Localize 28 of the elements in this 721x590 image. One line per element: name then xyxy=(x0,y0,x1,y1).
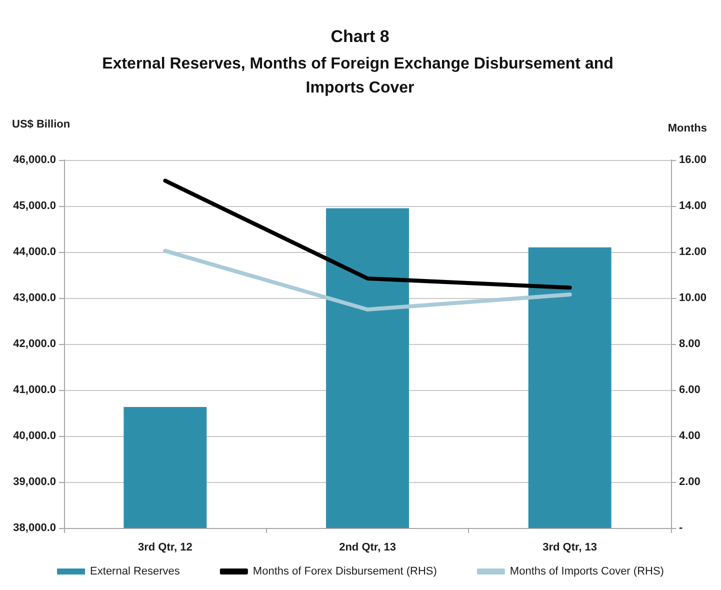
y2-tick-label: 6.00 xyxy=(679,384,700,396)
y-tick-label: 39,000.0 xyxy=(13,476,56,488)
y-axis-title: US$ Billion xyxy=(12,118,70,130)
y-tick-label: 40,000.0 xyxy=(13,430,56,442)
y2-tick-label: - xyxy=(679,522,683,534)
y-tick-label: 41,000.0 xyxy=(13,384,56,396)
y2-axis-title: Months xyxy=(668,122,708,134)
y2-tick-label: 16.00 xyxy=(679,154,707,166)
chart-title: Chart 8 xyxy=(330,27,390,46)
y2-tick-label: 2.00 xyxy=(679,476,700,488)
y2-tick-label: 14.00 xyxy=(679,200,707,212)
y2-tick-label: 10.00 xyxy=(679,292,707,304)
chart-subtitle: External Reserves, Months of Foreign Exchange Disbursement and Imports Cover xyxy=(102,56,618,96)
legend-label: Months of Forex Disbursement (RHS) xyxy=(252,566,437,578)
y-tick-label: 42,000.0 xyxy=(13,338,56,350)
y2-tick-label: 12.00 xyxy=(679,246,707,258)
x-tick-label: 3rd Qtr, 13 xyxy=(542,542,598,554)
y-tick-label: 44,000.0 xyxy=(13,246,56,258)
y-tick-label: 45,000.0 xyxy=(13,200,56,212)
y-tick-label: 46,000.0 xyxy=(13,154,56,166)
y2-tick-label: 4.00 xyxy=(679,430,700,442)
x-tick-label: 2nd Qtr, 13 xyxy=(339,542,396,554)
legend-label: External Reserves xyxy=(90,566,180,578)
y2-tick-label: 8.00 xyxy=(679,338,700,350)
x-tick-label: 3rd Qtr, 12 xyxy=(138,542,192,554)
legend-label: Months of Imports Cover (RHS) xyxy=(510,566,664,578)
y-tick-label: 43,000.0 xyxy=(13,292,56,304)
y-tick-label: 38,000.0 xyxy=(13,522,56,534)
